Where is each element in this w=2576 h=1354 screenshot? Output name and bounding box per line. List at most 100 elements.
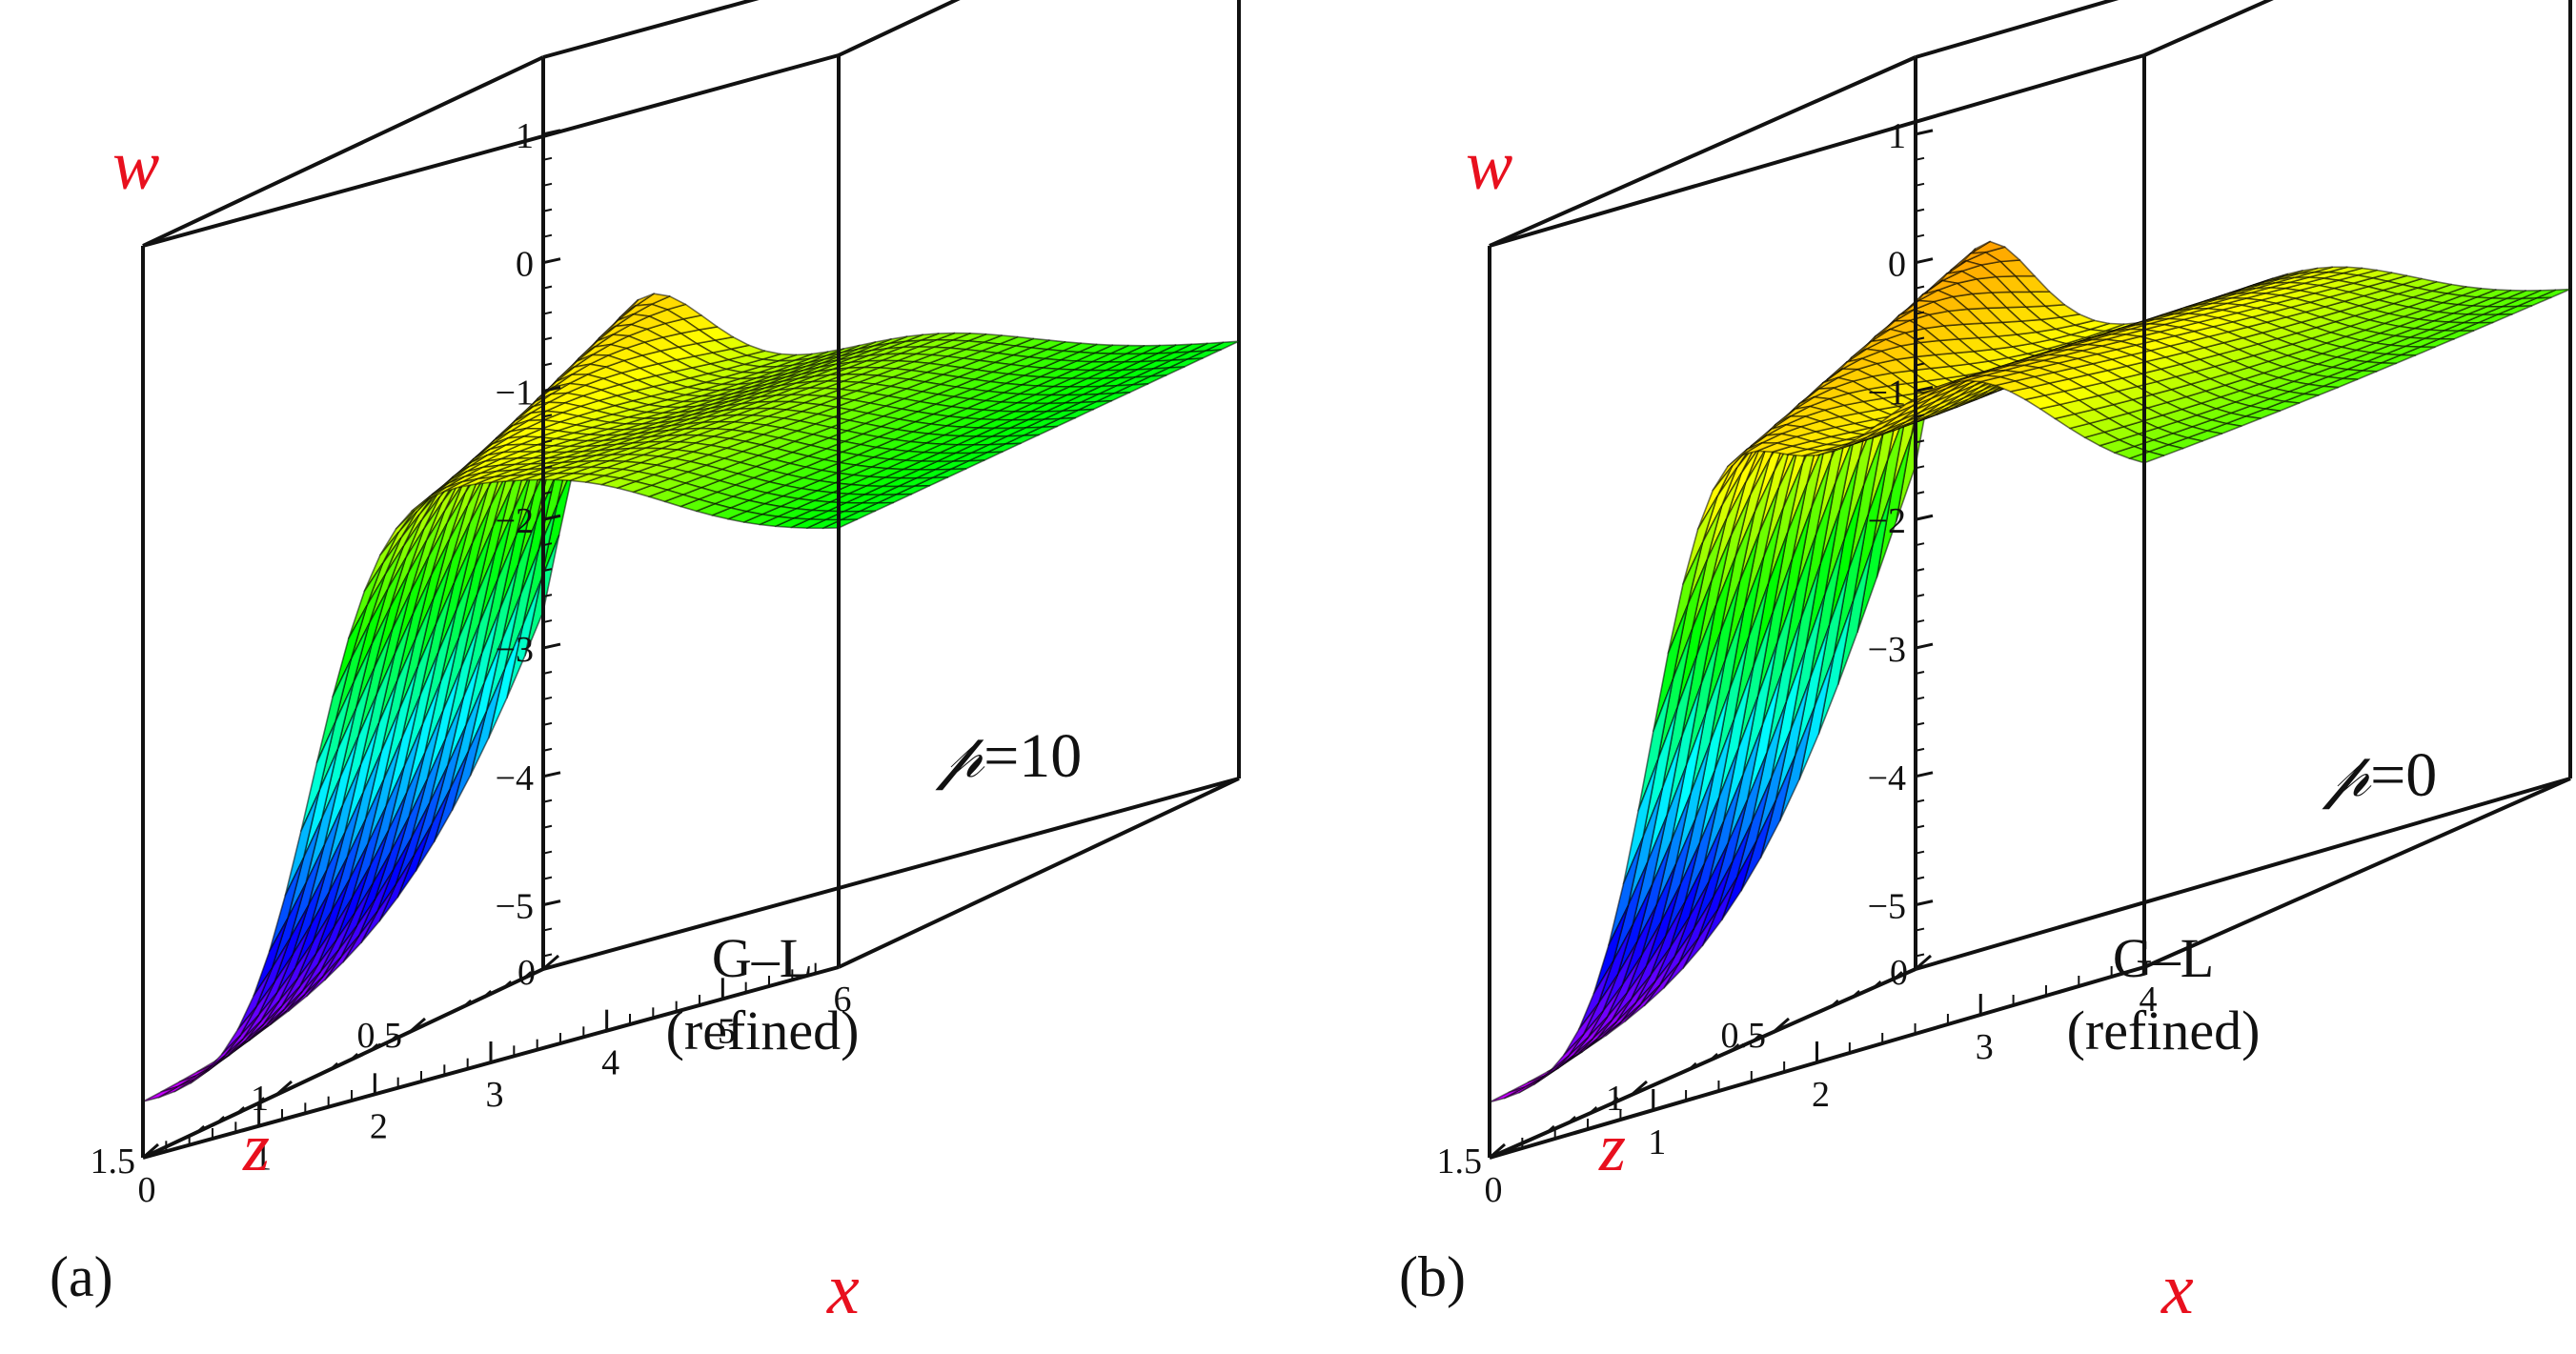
z-minor-tick xyxy=(369,1043,378,1052)
z-minor-tick xyxy=(462,999,472,1008)
w-tick xyxy=(1915,257,1934,265)
w-tick-label: 0 xyxy=(1888,245,1906,285)
w-tick-label: 1 xyxy=(516,116,534,156)
w-tick-label: −4 xyxy=(1868,758,1906,798)
w-minor-tick xyxy=(1915,824,1925,829)
box-edge xyxy=(1915,0,2120,59)
axis-label-x: x xyxy=(826,1249,860,1329)
w-tick xyxy=(542,899,561,907)
surface-cell xyxy=(205,1035,241,1073)
w-minor-tick xyxy=(1915,233,1925,238)
w-minor-tick xyxy=(1915,568,1925,573)
w-tick-label: −5 xyxy=(1868,887,1906,927)
z-tick xyxy=(409,1017,426,1034)
box-edge xyxy=(838,0,961,57)
w-minor-tick xyxy=(1915,671,1925,675)
z-minor-tick xyxy=(389,1034,398,1042)
box-edge xyxy=(142,967,544,1160)
w-minor-tick xyxy=(1915,156,1925,161)
z-tick xyxy=(1915,954,1932,971)
w-tick xyxy=(1915,385,1934,393)
z-tick-label: 1 xyxy=(1606,1079,1624,1119)
z-tick xyxy=(1489,1142,1506,1160)
w-tick-label: −4 xyxy=(496,758,534,798)
w-tick xyxy=(1915,514,1934,521)
w-minor-tick xyxy=(542,824,553,829)
surface-b xyxy=(1489,240,2571,1103)
z-minor-tick xyxy=(215,1115,225,1124)
annotation-refined: (refined) xyxy=(2067,1000,2261,1061)
z-minor-tick xyxy=(235,1106,245,1115)
box-edge xyxy=(2143,0,2274,57)
w-minor-tick xyxy=(542,439,553,444)
param-symbol: 𝓅 xyxy=(935,721,985,791)
surface-cell xyxy=(1489,1086,1525,1103)
box-edge xyxy=(1489,967,1917,1160)
axis-label-z: z xyxy=(242,1109,270,1185)
w-minor-tick xyxy=(542,850,553,855)
z-tick xyxy=(142,1142,159,1160)
w-tick xyxy=(542,129,561,136)
w-tick-label: −1 xyxy=(1868,373,1906,413)
w-tick-label: −3 xyxy=(1868,630,1906,670)
w-minor-tick xyxy=(542,927,553,932)
param-value: =0 xyxy=(2370,740,2437,810)
x-tick-label: 0 xyxy=(1485,1170,1503,1210)
x-tick-label: 1 xyxy=(254,1139,272,1179)
z-minor-tick xyxy=(329,1061,338,1071)
w-minor-tick xyxy=(1915,362,1925,367)
w-minor-tick xyxy=(542,696,553,700)
z-tick-label: 0 xyxy=(517,953,536,993)
z-tick-label: 1 xyxy=(251,1079,269,1119)
surface-cell xyxy=(142,1086,178,1102)
box-edge xyxy=(2143,777,2571,969)
param-label: 𝓅=0 xyxy=(2322,740,2437,810)
w-minor-tick xyxy=(542,414,553,418)
w-minor-tick xyxy=(1915,850,1925,855)
axis-label-z: z xyxy=(1598,1109,1626,1185)
w-tick xyxy=(542,514,561,521)
panel-label: (a) xyxy=(50,1245,113,1308)
z-tick-label: 1.5 xyxy=(1437,1142,1483,1182)
w-minor-tick xyxy=(542,233,553,238)
w-tick-label: −2 xyxy=(1868,501,1906,541)
z-minor-tick xyxy=(482,989,492,999)
w-minor-tick xyxy=(542,721,553,726)
w-minor-tick xyxy=(1915,721,1925,726)
w-tick-label: 0 xyxy=(516,245,534,285)
w-minor-tick xyxy=(1915,747,1925,752)
w-minor-tick xyxy=(542,671,553,675)
w-minor-tick xyxy=(1915,208,1925,212)
z-minor-tick xyxy=(1567,1115,1576,1124)
w-minor-tick xyxy=(542,336,553,341)
z-minor-tick xyxy=(1893,971,1903,980)
w-minor-tick xyxy=(542,568,553,573)
w-minor-tick xyxy=(542,156,553,161)
x-tick-label: 3 xyxy=(1976,1027,1994,1067)
x-tick-label: 6 xyxy=(834,980,852,1020)
w-minor-tick xyxy=(542,953,553,958)
w-minor-tick xyxy=(1915,311,1925,315)
axis-label-x: x xyxy=(2160,1249,2194,1329)
w-minor-tick xyxy=(542,208,553,212)
z-tick-label: 1.5 xyxy=(91,1142,136,1182)
x-tick-label: 2 xyxy=(370,1106,388,1146)
z-tick xyxy=(1631,1080,1648,1097)
w-tick xyxy=(542,257,561,265)
z-minor-tick xyxy=(1751,1034,1761,1042)
z-tick-label: 0.5 xyxy=(357,1016,403,1056)
param-symbol: 𝓅 xyxy=(2322,740,2372,810)
w-tick-label: −5 xyxy=(496,887,534,927)
x-tick-label: 1 xyxy=(1648,1122,1666,1162)
w-minor-tick xyxy=(1915,696,1925,700)
z-tick xyxy=(542,954,559,971)
w-minor-tick xyxy=(1915,182,1925,187)
w-minor-tick xyxy=(542,876,553,880)
x-tick-label: 4 xyxy=(2140,980,2158,1020)
z-tick xyxy=(275,1080,293,1097)
box-edge xyxy=(542,777,1240,971)
box-edge xyxy=(1489,55,1917,248)
w-minor-tick xyxy=(1915,542,1925,547)
box-edge xyxy=(542,0,760,59)
